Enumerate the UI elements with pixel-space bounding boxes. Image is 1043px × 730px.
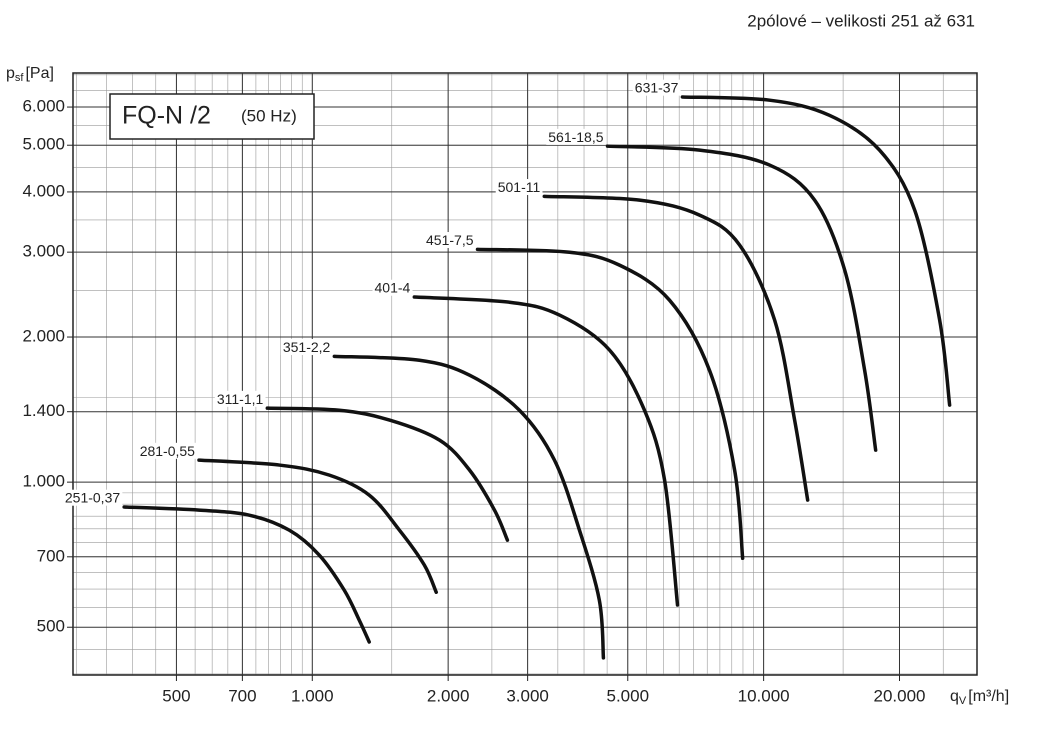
y-tick-label: 500 bbox=[37, 617, 65, 636]
legend-box bbox=[109, 93, 315, 140]
curve bbox=[332, 354, 606, 660]
x-tick-label: 500 bbox=[162, 686, 190, 705]
series-label-bg bbox=[632, 79, 681, 96]
series-label: 351-2,2 bbox=[283, 339, 331, 355]
curve bbox=[412, 295, 680, 607]
x-label-symbol: q bbox=[950, 688, 959, 705]
y-tick-label: 700 bbox=[37, 546, 65, 565]
plot-frame bbox=[72, 72, 978, 676]
curve bbox=[122, 505, 371, 644]
series-label-bg bbox=[424, 232, 476, 249]
curves: 251-0,37 281-0,55 311-1,1 351-2,2 401-4 451-7… bbox=[62, 79, 952, 660]
series-label: 251-0,37 bbox=[65, 490, 120, 506]
y-tick-label: 5.000 bbox=[22, 135, 65, 154]
y-tick-label: 1.400 bbox=[22, 401, 65, 420]
x-tick-label: 10.000 bbox=[738, 686, 790, 705]
series-label: 501-11 bbox=[498, 179, 541, 195]
series-label: 451-7,5 bbox=[426, 232, 474, 248]
series-label-bg bbox=[214, 390, 266, 407]
curve bbox=[475, 247, 745, 561]
y-tick-label: 3.000 bbox=[22, 242, 65, 261]
series-label-bg bbox=[280, 339, 333, 356]
y-tick-label: 2.000 bbox=[22, 327, 65, 346]
series-label: 401-4 bbox=[375, 280, 411, 296]
x-label-sub: V bbox=[959, 695, 967, 707]
series-label-bg bbox=[137, 442, 198, 459]
y-label-sub: sf bbox=[15, 72, 25, 84]
curve bbox=[265, 406, 510, 542]
series-label-bg bbox=[546, 128, 606, 145]
y-tick-label: 1.000 bbox=[22, 472, 65, 491]
curve bbox=[197, 458, 438, 594]
series-label: 281-0,55 bbox=[140, 443, 195, 459]
x-tick-label: 20.000 bbox=[873, 686, 925, 705]
box-title: FQ-N /2 bbox=[122, 102, 211, 130]
x-tick-label: 2.000 bbox=[427, 686, 470, 705]
series-label-bg bbox=[62, 489, 123, 506]
y-axis-label: psf [Pa] bbox=[6, 65, 54, 84]
series-label: 311-1,1 bbox=[217, 391, 264, 407]
x-label-unit: [m³/h] bbox=[968, 688, 1009, 705]
x-tick-label: 1.000 bbox=[291, 686, 334, 705]
series-label-bg bbox=[495, 179, 543, 196]
series-label: 631-37 bbox=[635, 80, 679, 96]
x-tick-label: 700 bbox=[228, 686, 256, 705]
y-tick-label: 6.000 bbox=[22, 97, 65, 116]
series-label: 561-18,5 bbox=[548, 129, 603, 145]
x-tick-label: 5.000 bbox=[606, 686, 649, 705]
y-tick-label: 4.000 bbox=[22, 181, 65, 200]
chart-title: 2pólové – velikosti 251 až 631 bbox=[747, 11, 975, 30]
grid: 500 700 1.000 1.400 2.000 3.000 4.000 5.000 6.00… bbox=[22, 72, 978, 705]
curve bbox=[542, 194, 810, 502]
curve bbox=[605, 144, 878, 452]
x-tick-label: 3.000 bbox=[506, 686, 549, 705]
y-label-unit: [Pa] bbox=[25, 65, 53, 82]
x-axis-label: qV [m³/h] bbox=[950, 688, 1009, 707]
box-subtitle: (50 Hz) bbox=[241, 106, 297, 125]
y-label-symbol: p bbox=[6, 65, 15, 82]
series-label-bg bbox=[372, 279, 413, 296]
curve bbox=[680, 95, 952, 407]
